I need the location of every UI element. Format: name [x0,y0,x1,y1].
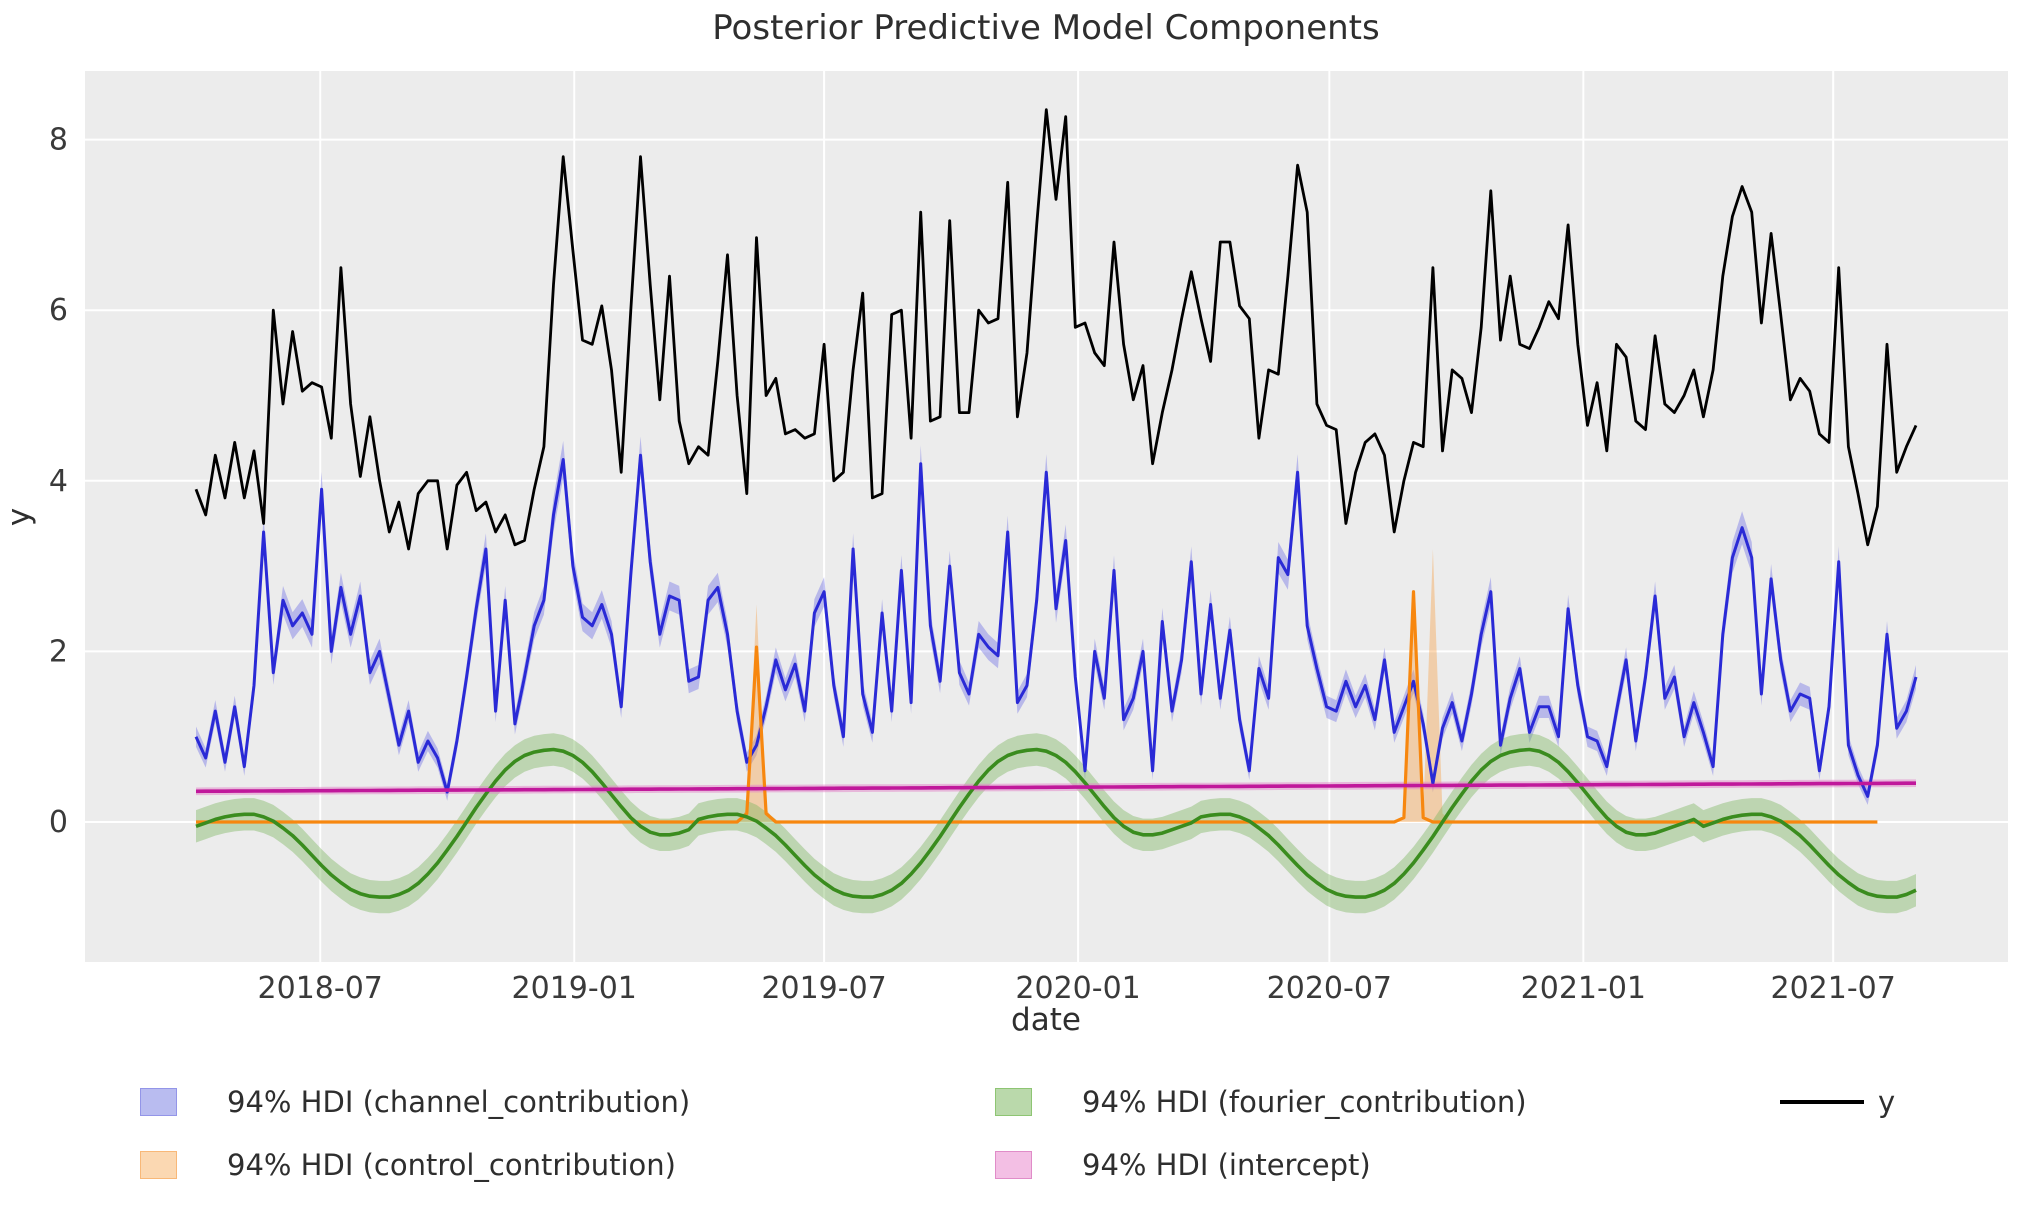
y-axis-label: y [1,507,38,527]
legend-item-fourier: 94% HDI (fourier_contribution) [995,1085,1527,1119]
y-tick-label: 0 [49,805,68,840]
fourier-hdi-band [196,733,1916,914]
y-tick-label: 6 [49,293,68,328]
legend-label-channel: 94% HDI (channel_contribution) [227,1085,691,1119]
channel-hdi-swatch [140,1088,177,1116]
legend-item-y: y [1780,1085,1895,1119]
legend-label-control: 94% HDI (control_contribution) [227,1148,676,1182]
y-line-swatch [1780,1100,1864,1104]
x-tick-label: 2018-07 [258,971,383,1006]
legend-item-control: 94% HDI (control_contribution) [140,1148,676,1182]
x-tick-label: 2020-01 [1015,971,1140,1006]
y-tick-label: 8 [49,123,68,158]
legend-label-y: y [1878,1085,1896,1119]
x-tick-label: 2021-01 [1521,971,1646,1006]
y-tick-label: 4 [49,464,68,499]
legend-item-channel: 94% HDI (channel_contribution) [140,1085,690,1119]
chart-title: Posterior Predictive Model Components [712,8,1380,48]
x-tick-label: 2021-07 [1771,971,1896,1006]
legend-label-intercept: 94% HDI (intercept) [1082,1148,1371,1182]
x-tick-label: 2020-07 [1267,971,1392,1006]
channel-line [194,453,1918,798]
y-tick-label: 2 [49,634,68,669]
control-hdi-swatch [140,1151,177,1179]
x-tick-label: 2019-01 [512,971,637,1006]
observed-y-line [194,108,1918,551]
intercept-hdi-swatch [995,1151,1032,1179]
legend-item-intercept: 94% HDI (intercept) [995,1148,1371,1182]
intercept-line [195,781,1916,794]
fourier-line [195,747,1917,899]
plot-area [85,71,2008,962]
control-line [196,590,1878,824]
fourier-hdi-swatch [995,1088,1032,1116]
x-tick-label: 2019-07 [761,971,886,1006]
channel-hdi-band [196,436,1916,805]
legend-label-fourier: 94% HDI (fourier_contribution) [1082,1085,1527,1119]
x-axis-label: date [1011,1002,1081,1038]
